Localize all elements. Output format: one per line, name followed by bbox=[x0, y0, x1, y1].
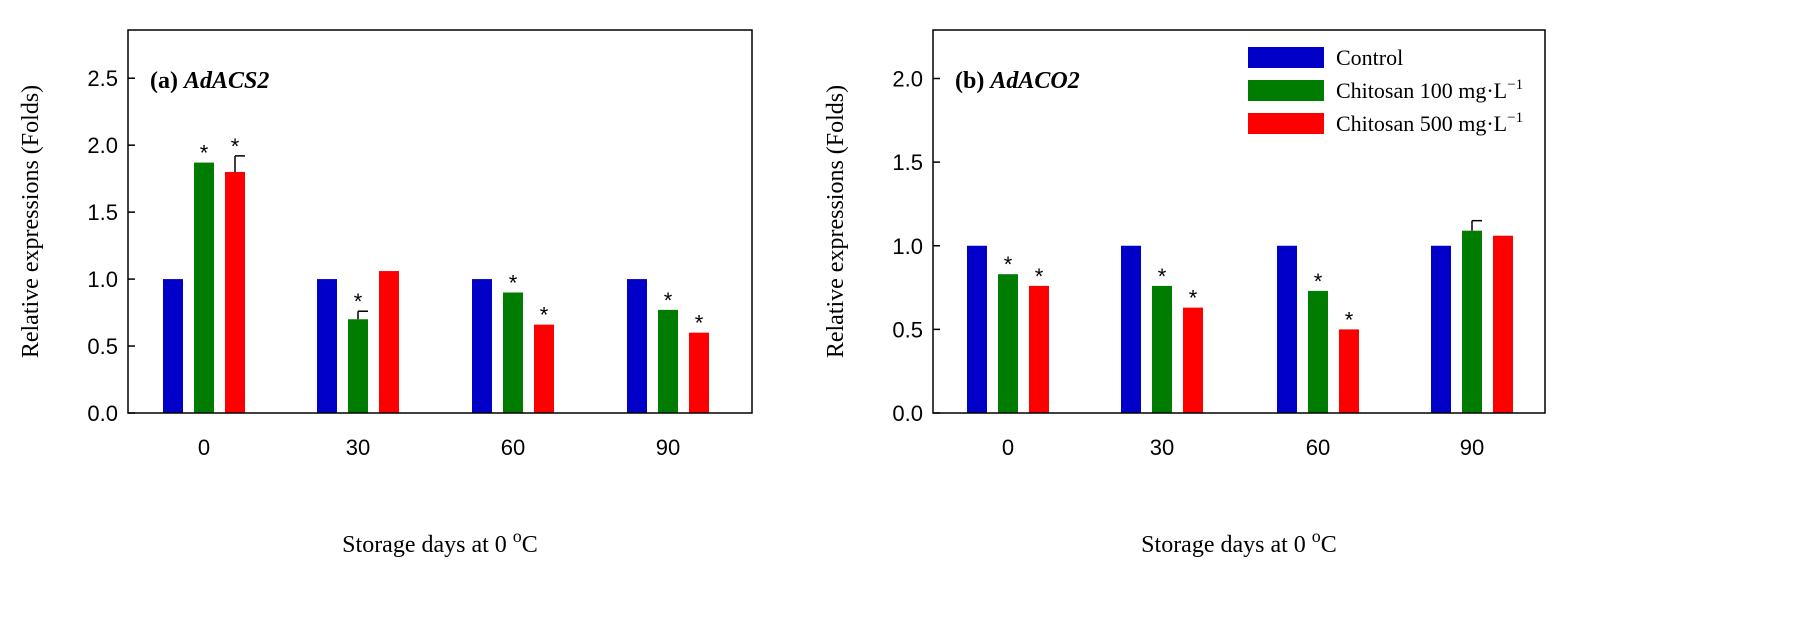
legend-swatch-c500 bbox=[1248, 113, 1324, 134]
bar-control-90 bbox=[627, 279, 647, 413]
bar-c100-0 bbox=[194, 162, 214, 413]
legend-label-c100: Chitosan 100 mg·L−1 bbox=[1336, 77, 1523, 103]
x-tick-label: 30 bbox=[346, 435, 370, 460]
y-tick-label: 0.0 bbox=[892, 401, 923, 426]
x-axis-label: Storage days at 0 oC bbox=[342, 526, 538, 558]
significance-marker: * bbox=[1035, 264, 1044, 289]
bar-c500-30 bbox=[1183, 307, 1203, 413]
bar-control-0 bbox=[163, 279, 183, 413]
bar-c100-90 bbox=[658, 309, 678, 413]
bar-c500-60 bbox=[1339, 329, 1359, 413]
bar-c100-90 bbox=[1462, 230, 1482, 413]
bar-c500-90 bbox=[689, 332, 709, 413]
bar-control-30 bbox=[1121, 245, 1141, 413]
x-tick-label: 0 bbox=[198, 435, 210, 460]
bar-control-0 bbox=[967, 245, 987, 413]
bar-control-90 bbox=[1431, 245, 1451, 413]
bar-c500-60 bbox=[534, 324, 554, 413]
plot-frame bbox=[127, 29, 753, 414]
y-axis-label: Relative expressions (Folds) bbox=[823, 85, 849, 358]
legend-label-c500: Chitosan 500 mg·L−1 bbox=[1336, 110, 1523, 136]
bar-c500-0 bbox=[1029, 285, 1049, 413]
significance-marker: * bbox=[200, 141, 209, 166]
legend-swatch-c100 bbox=[1248, 80, 1324, 101]
bar-c500-90 bbox=[1493, 235, 1513, 413]
x-tick-label: 60 bbox=[501, 435, 525, 460]
x-tick-label: 0 bbox=[1002, 435, 1014, 460]
panel-a: * * * * * * * 0.0 0.5 1.0 1.5 2.0 2.5 0 30 60 90 Relative… bbox=[18, 29, 753, 558]
bar-c100-30 bbox=[1152, 285, 1172, 413]
significance-marker: * bbox=[1158, 264, 1167, 289]
significance-marker: * bbox=[540, 303, 549, 328]
significance-marker: * bbox=[695, 311, 704, 336]
x-tick-label: 30 bbox=[1150, 435, 1174, 460]
bar-control-60 bbox=[472, 279, 492, 413]
panel-title: (b) AdACO2 bbox=[955, 68, 1080, 94]
legend-label-control: Control bbox=[1336, 45, 1403, 70]
bar-c100-60 bbox=[1308, 290, 1328, 413]
y-tick-label: 1.0 bbox=[87, 267, 118, 292]
y-tick-label: 1.0 bbox=[892, 234, 923, 259]
bar-c100-60 bbox=[503, 292, 523, 413]
significance-marker: * bbox=[1345, 307, 1354, 332]
x-tick-label: 60 bbox=[1306, 435, 1330, 460]
significance-marker: * bbox=[231, 134, 240, 159]
y-tick-label: 0.5 bbox=[87, 334, 118, 359]
bar-control-60 bbox=[1277, 245, 1297, 413]
significance-marker: * bbox=[509, 270, 518, 295]
y-tick-label: 0.0 bbox=[87, 401, 118, 426]
significance-marker: * bbox=[1314, 269, 1323, 294]
panel-b: * * * * * * 0.0 0.5 1.0 1.5 2.0 0 30 60 90 Relative exp… bbox=[823, 29, 1546, 558]
x-tick-label: 90 bbox=[656, 435, 680, 460]
bar-c500-0 bbox=[225, 171, 245, 413]
y-tick-label: 2.0 bbox=[87, 133, 118, 158]
legend: Control Chitosan 100 mg·L−1 Chitosan 500 m… bbox=[1248, 45, 1523, 136]
y-tick-label: 0.5 bbox=[892, 317, 923, 342]
legend-swatch-control bbox=[1248, 47, 1324, 68]
bar-c100-0 bbox=[998, 274, 1018, 413]
x-tick-label: 90 bbox=[1460, 435, 1484, 460]
y-tick-label: 1.5 bbox=[87, 200, 118, 225]
x-axis-label: Storage days at 0 oC bbox=[1141, 526, 1337, 558]
y-tick-label: 2.0 bbox=[892, 67, 923, 92]
bar-control-30 bbox=[317, 279, 337, 413]
significance-marker: * bbox=[664, 288, 673, 313]
bar-c100-30 bbox=[348, 319, 368, 413]
y-tick-label: 1.5 bbox=[892, 150, 923, 175]
plot-frame bbox=[932, 29, 1546, 414]
y-tick-label: 2.5 bbox=[87, 66, 118, 91]
significance-marker: * bbox=[1189, 286, 1198, 311]
bar-c500-30 bbox=[379, 271, 399, 413]
y-axis-label: Relative expressions (Folds) bbox=[18, 85, 44, 358]
panel-title: (a) AdACS2 bbox=[150, 68, 269, 94]
significance-marker: * bbox=[354, 289, 363, 314]
significance-marker: * bbox=[1004, 252, 1013, 277]
